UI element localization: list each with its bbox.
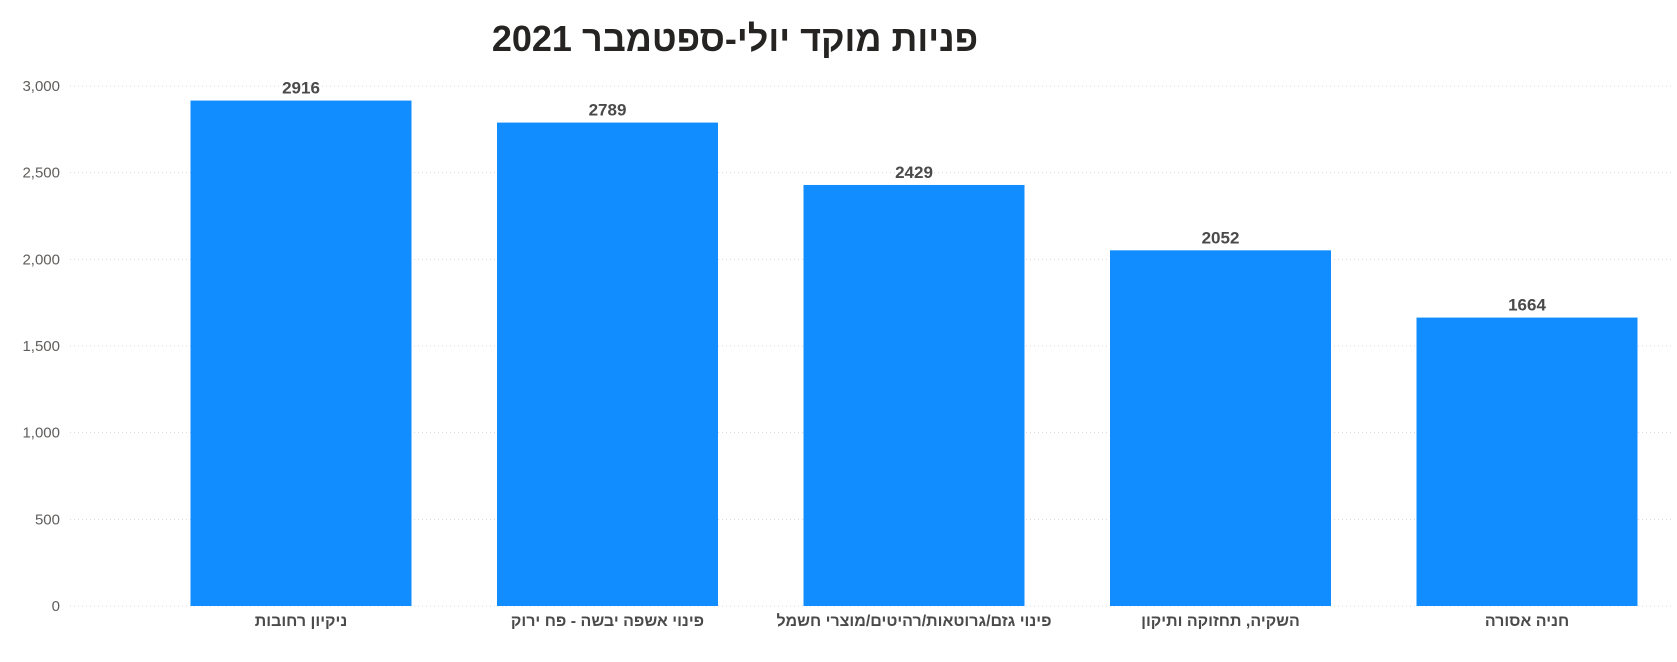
bar[interactable]: [1416, 317, 1638, 606]
y-axis: 0 500 1,000 1,500 2,000 2,500 3,000: [22, 78, 60, 615]
bar[interactable]: [190, 100, 412, 606]
y-tick-label: 1,000: [22, 425, 60, 442]
y-tick-label: 3,000: [22, 78, 60, 95]
bar[interactable]: [497, 122, 718, 606]
data-label: 2052: [1202, 228, 1240, 247]
x-axis: ניקיון רחובות פינוי אשפה יבשה - פח ירוק פי…: [255, 612, 1569, 630]
x-tick-label: השקיה, תחזוקה ותיקון: [1141, 613, 1300, 630]
data-label: 2789: [589, 101, 627, 120]
x-tick-label: חניה אסורה: [1485, 613, 1569, 630]
bar[interactable]: [803, 184, 1025, 606]
data-label: 1664: [1508, 296, 1546, 315]
bar[interactable]: [1110, 250, 1331, 606]
chart-title: פניות מוקד יולי-ספטמבר 2021: [491, 18, 979, 59]
y-tick-label: 1,500: [22, 338, 60, 355]
y-tick-label: 0: [52, 598, 60, 615]
y-tick-label: 2,500: [22, 165, 60, 182]
y-tick-label: 2,000: [22, 251, 60, 268]
bars: [190, 100, 1638, 606]
x-tick-label: פינוי אשפה יבשה - פח ירוק: [511, 613, 704, 630]
x-tick-label: ניקיון רחובות: [255, 613, 347, 630]
x-tick-label: פינוי גזם/גרוטאות/רהיטים/מוצרי חשמל: [776, 612, 1051, 630]
data-label: 2916: [282, 79, 320, 98]
data-label: 2429: [895, 163, 933, 182]
data-labels: 2916 2789 2429 2052 1664: [282, 79, 1546, 315]
y-tick-label: 500: [35, 511, 60, 528]
